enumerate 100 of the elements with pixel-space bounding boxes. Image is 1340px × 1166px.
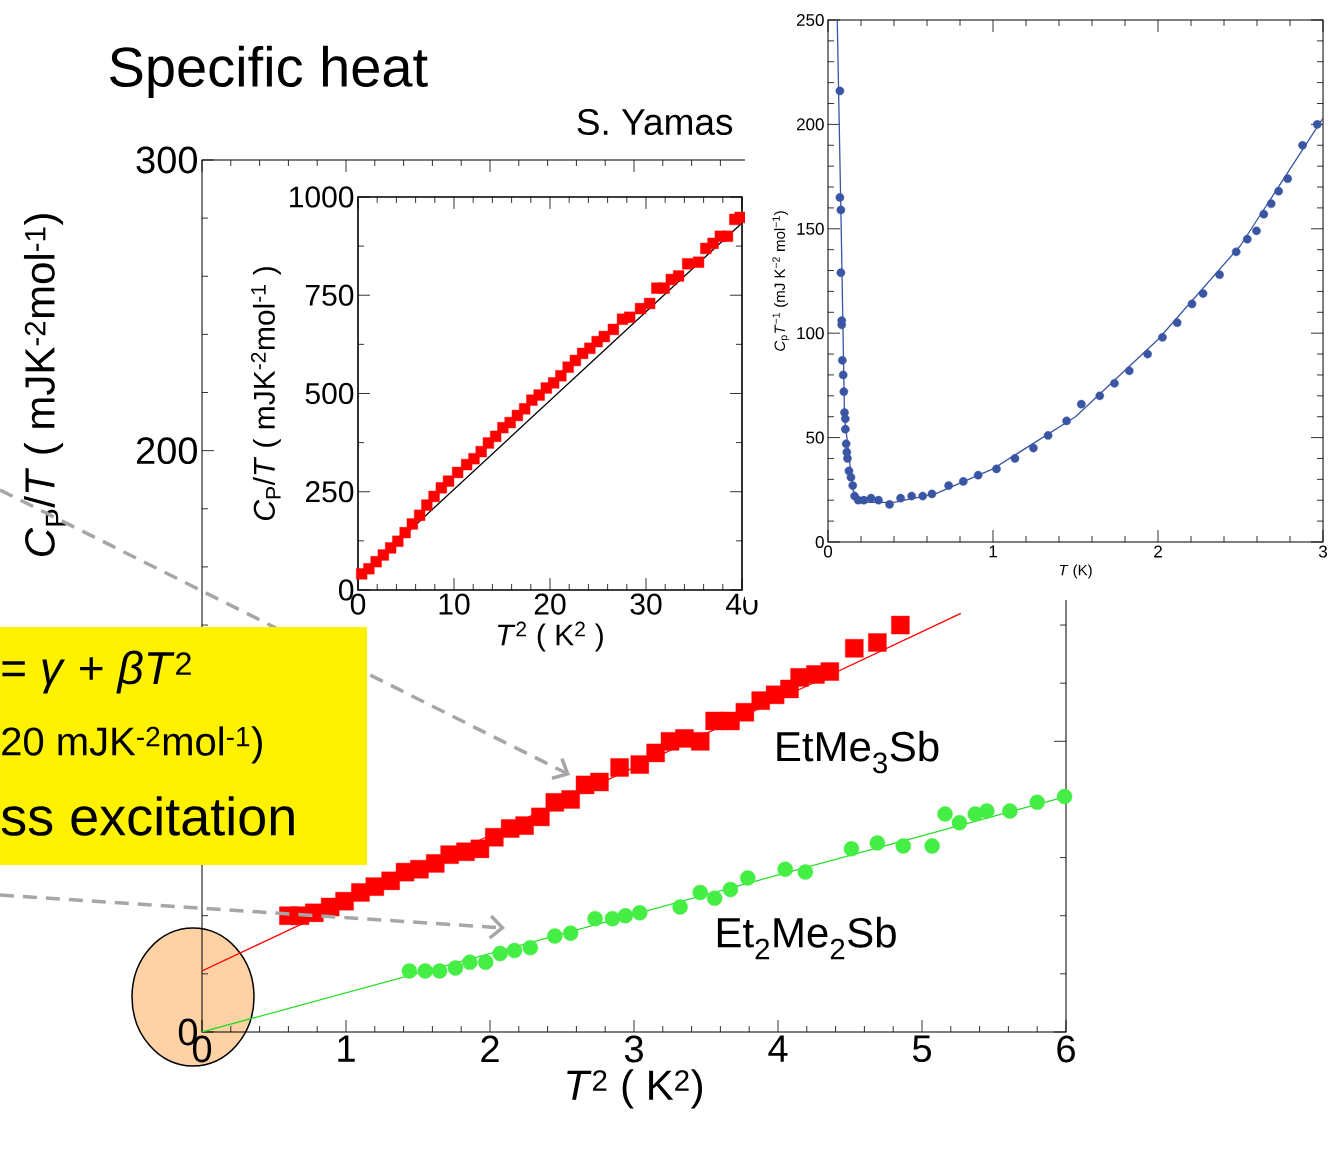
point xyxy=(927,489,937,499)
point xyxy=(973,470,983,480)
point xyxy=(617,908,634,924)
point xyxy=(675,729,694,748)
point xyxy=(1010,454,1020,463)
y-tick-label: 100 xyxy=(797,327,824,340)
point xyxy=(841,424,850,434)
point xyxy=(610,758,629,777)
point xyxy=(1252,226,1261,236)
point xyxy=(1124,366,1134,376)
point xyxy=(477,954,494,970)
point xyxy=(891,615,910,635)
series-label: Et$_{2}$Me$_{2}$Sb xyxy=(717,916,896,960)
text: = γ + βT$^{2}$ xyxy=(2,650,191,694)
point xyxy=(820,662,840,681)
point xyxy=(414,509,426,521)
annotation: ss excitation xyxy=(1,796,294,836)
point xyxy=(1266,199,1276,209)
point xyxy=(843,841,860,857)
point xyxy=(1029,794,1045,811)
point xyxy=(841,439,851,449)
point xyxy=(1215,270,1224,280)
point xyxy=(672,899,688,915)
x-tick-label: 1 xyxy=(989,545,997,558)
point xyxy=(846,472,856,482)
point xyxy=(740,870,756,886)
point xyxy=(845,639,864,658)
point xyxy=(869,835,886,851)
point xyxy=(644,297,656,310)
point xyxy=(735,703,755,722)
point xyxy=(410,860,429,879)
x-tick-label: 2 xyxy=(1154,545,1162,558)
point xyxy=(607,323,619,336)
point xyxy=(841,414,850,424)
x-tick-label: 1 xyxy=(338,1035,355,1062)
point xyxy=(836,268,846,277)
point xyxy=(1172,318,1182,328)
point xyxy=(937,806,953,822)
point xyxy=(1143,349,1152,359)
y-tick-label: 50 xyxy=(806,431,824,444)
point xyxy=(431,963,448,979)
point xyxy=(506,942,523,959)
x-tick-label: 30 xyxy=(630,593,662,615)
point xyxy=(490,430,502,442)
point xyxy=(907,491,916,501)
y-tick-label: 1000 xyxy=(290,186,354,208)
x-tick-label: 3 xyxy=(624,1035,643,1063)
point xyxy=(924,838,940,854)
point xyxy=(392,535,404,547)
y-tick-label: 200 xyxy=(796,118,824,131)
y-tick-label: 200 xyxy=(136,437,197,465)
point xyxy=(797,864,814,880)
y-tick-label: 150 xyxy=(797,222,824,235)
point xyxy=(1283,174,1293,183)
point xyxy=(485,828,504,847)
x-tick-label: 4 xyxy=(768,1035,788,1062)
point xyxy=(874,495,883,505)
point xyxy=(1242,234,1252,244)
x-tick-label: 2 xyxy=(481,1035,499,1063)
point xyxy=(944,481,953,490)
y-tick-label: 300 xyxy=(136,146,197,174)
y-tick-label: 250 xyxy=(305,481,354,503)
x-tick-label: 6 xyxy=(1057,1035,1075,1063)
x-tick-label: 5 xyxy=(912,1035,931,1063)
x-tick-label: 0 xyxy=(823,545,833,558)
point xyxy=(401,963,418,979)
point xyxy=(691,732,710,751)
point xyxy=(531,807,550,827)
point xyxy=(958,477,968,486)
point xyxy=(1043,431,1053,440)
point xyxy=(722,881,739,898)
point xyxy=(835,193,845,202)
point xyxy=(519,403,531,415)
point xyxy=(721,230,734,242)
text: S. Yamas xyxy=(577,108,733,136)
point xyxy=(1158,333,1167,342)
point xyxy=(848,481,858,490)
point xyxy=(1095,391,1105,401)
point xyxy=(706,890,723,906)
point xyxy=(885,500,894,509)
point xyxy=(868,633,887,652)
point xyxy=(406,518,418,530)
point xyxy=(624,311,636,323)
point xyxy=(492,945,508,962)
point xyxy=(1312,120,1322,129)
point xyxy=(1056,788,1073,805)
point xyxy=(835,86,845,96)
point xyxy=(896,493,905,503)
point xyxy=(604,910,621,927)
series-label: EtMe$_{3}$Sb xyxy=(777,730,939,774)
point xyxy=(839,387,849,396)
point xyxy=(1259,209,1269,219)
y-tick-label: 750 xyxy=(305,284,354,306)
text: C$_{p}$T$^{−1}$ (mJ K$^{−2}$ mol$^{−1}$) xyxy=(772,211,790,351)
point xyxy=(515,816,534,835)
point xyxy=(1062,416,1071,426)
point xyxy=(421,499,433,511)
point xyxy=(598,330,610,343)
point xyxy=(590,772,609,792)
point xyxy=(562,925,579,941)
